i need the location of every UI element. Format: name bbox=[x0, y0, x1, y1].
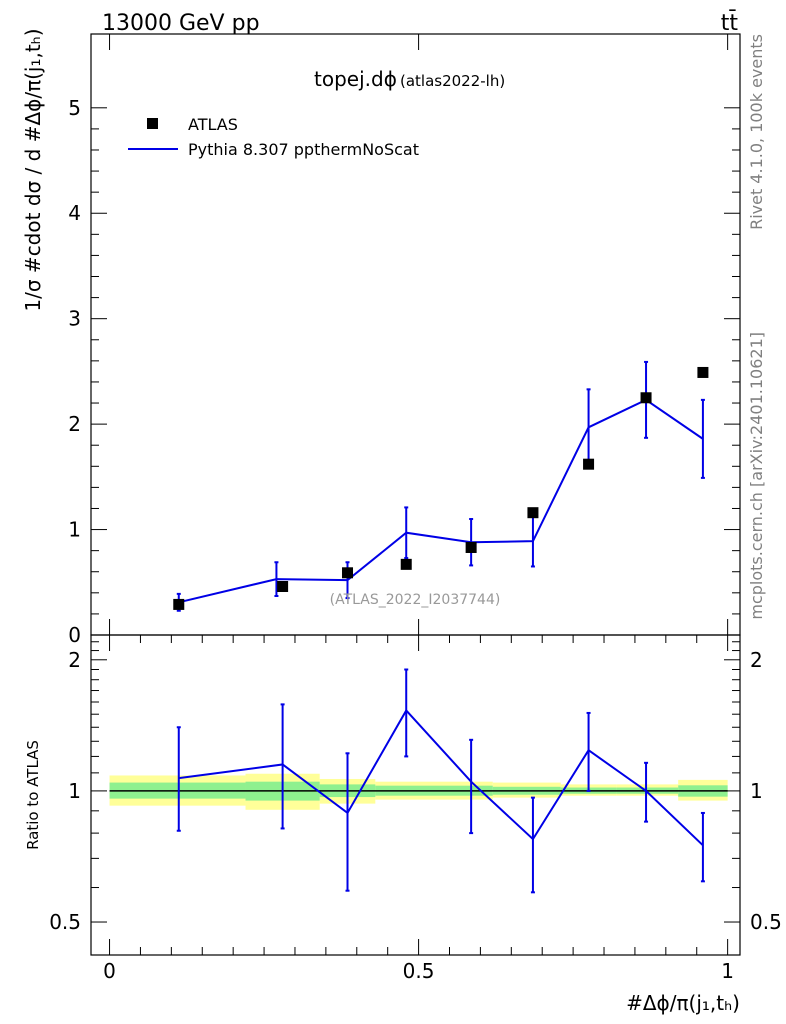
ratio-xtick-label: 0.5 bbox=[403, 959, 435, 983]
x-axis-label: #Δϕ/π(j₁,tₕ) bbox=[626, 991, 740, 1015]
ratio-ytick-label-right: 0.5 bbox=[750, 910, 782, 934]
ratio-ytick-label-left: 2 bbox=[68, 648, 81, 672]
main-ytick-label: 1 bbox=[68, 518, 81, 542]
rivet-label: Rivet 4.1.0, 100k events bbox=[747, 34, 766, 230]
atlas-data-point bbox=[342, 567, 354, 579]
atlas-data-point bbox=[697, 366, 709, 378]
atlas-data-point bbox=[465, 541, 477, 553]
atlas-data-point bbox=[277, 580, 289, 592]
main-ytick-label: 0 bbox=[68, 623, 81, 647]
main-ytick-label: 3 bbox=[68, 307, 81, 331]
ratio-ytick-label-right: 1 bbox=[750, 779, 763, 803]
main-title-suffix: (atlas2022-lh) bbox=[400, 72, 505, 90]
ratio-ytick-label-left: 1 bbox=[68, 779, 81, 803]
main-ytick-label: 4 bbox=[68, 201, 81, 225]
legend-pythia-label: Pythia 8.307 ppthermNoScat bbox=[188, 140, 419, 159]
ratio-ytick-label-right: 2 bbox=[750, 648, 763, 672]
ratio-y-axis-label: Ratio to ATLAS bbox=[24, 740, 42, 850]
main-panel: 0 1 2 3 4 5 topej.dϕ (atlas2022-lh) (ATLAS_20… bbox=[21, 28, 741, 647]
mcplots-label: mcplots.cern.ch [arXiv:2401.10621] bbox=[747, 332, 766, 620]
main-ytick-label: 5 bbox=[68, 96, 81, 120]
legend-atlas-marker bbox=[147, 118, 158, 129]
header-energy: 13000 GeV pp bbox=[102, 11, 260, 36]
ratio-xtick-label: 0 bbox=[103, 959, 116, 983]
legend-atlas-label: ATLAS bbox=[188, 115, 238, 134]
ratio-y-axis-text: Ratio to ATLAS bbox=[24, 740, 42, 850]
atlas-data-point bbox=[173, 598, 185, 610]
atlas-data-point bbox=[640, 392, 652, 404]
ratio-ytick-label-left: 0.5 bbox=[49, 910, 81, 934]
ratio-xtick-label: 1 bbox=[721, 959, 734, 983]
watermark: (ATLAS_2022_I2037744) bbox=[330, 592, 501, 608]
atlas-data-point bbox=[400, 558, 412, 570]
ratio-panel: 0.5 0.5 1 1 2 2 0 0.5 1 Ratio to ATLAS #Δϕ/π(j₁,… bbox=[24, 634, 782, 1015]
main-y-axis-text: 1/σ #cdot dσ / d #Δϕ/π(j₁,tₕ) bbox=[21, 28, 45, 311]
atlas-data-point bbox=[583, 458, 595, 470]
ratio-frame bbox=[90, 634, 741, 956]
mc-line bbox=[178, 398, 704, 604]
atlas-data-point bbox=[527, 507, 539, 519]
main-title: topej.dϕ bbox=[314, 67, 397, 91]
main-ytick-label: 2 bbox=[68, 412, 81, 436]
header-process: tt̄ bbox=[721, 10, 739, 36]
legend: ATLAS Pythia 8.307 ppthermNoScat bbox=[128, 115, 419, 159]
main-y-axis-label: 1/σ #cdot dσ / d #Δϕ/π(j₁,tₕ) bbox=[21, 28, 45, 311]
